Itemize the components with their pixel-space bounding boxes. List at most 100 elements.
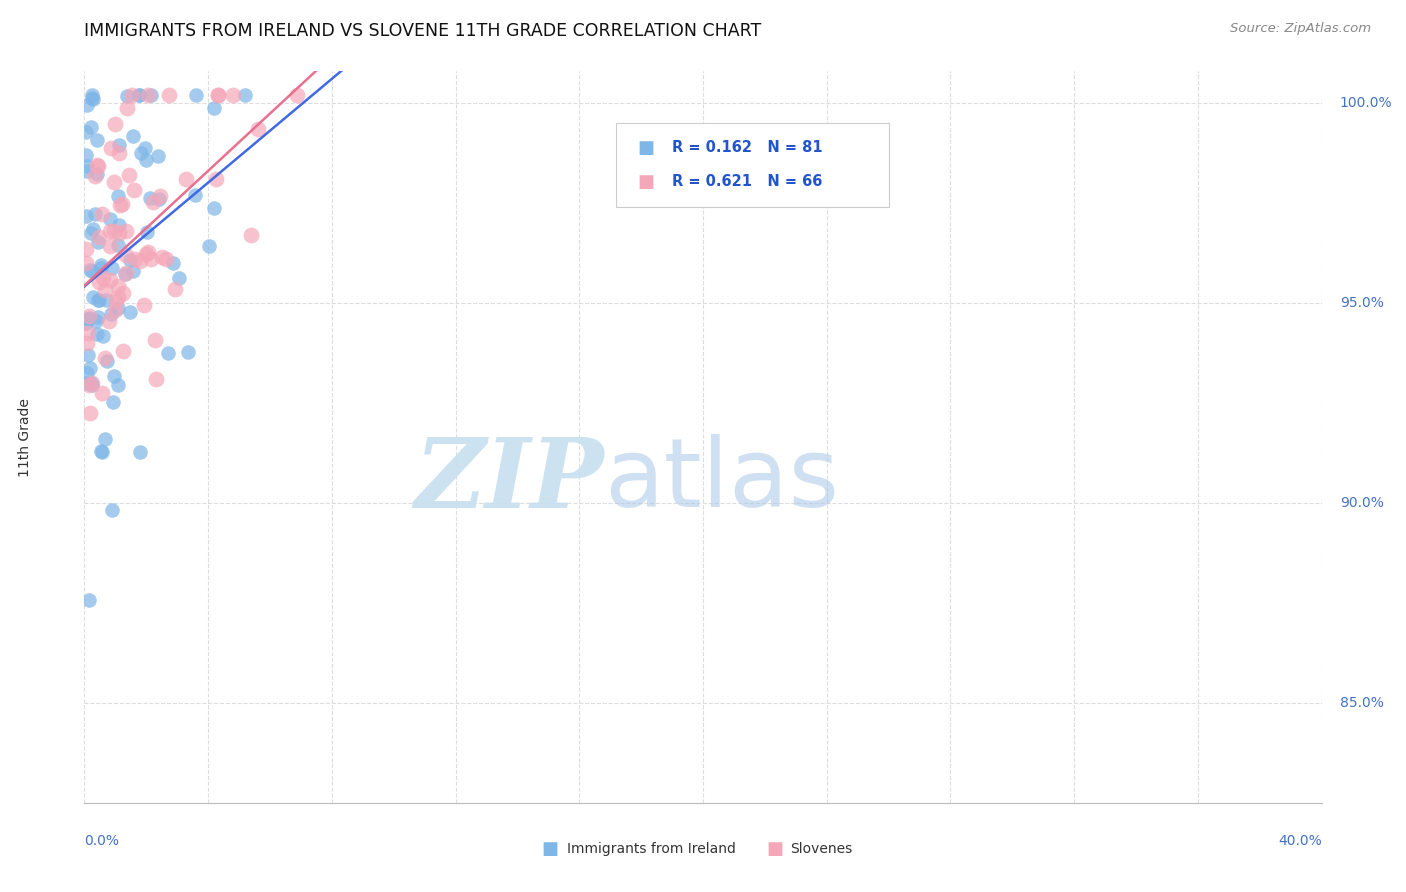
- Point: [145, 371, 167, 385]
- Point: [135, 247, 157, 261]
- Point: [103, 174, 125, 188]
- Point: [162, 256, 184, 270]
- Text: Immigrants from Ireland: Immigrants from Ireland: [567, 842, 735, 856]
- Point: [100, 503, 122, 517]
- Point: [155, 252, 177, 266]
- Point: [76, 164, 98, 178]
- Point: [139, 252, 162, 266]
- Point: [79, 360, 101, 375]
- Point: [107, 290, 129, 304]
- Point: [177, 344, 200, 359]
- Text: R = 0.621   N = 66: R = 0.621 N = 66: [672, 174, 823, 189]
- Point: [117, 101, 139, 115]
- Point: [112, 286, 135, 301]
- Point: [136, 225, 159, 239]
- Point: [246, 121, 269, 136]
- Text: 90.0%: 90.0%: [1340, 496, 1384, 510]
- Point: [80, 91, 103, 105]
- Point: [121, 88, 143, 103]
- Point: [167, 271, 190, 285]
- Point: [205, 172, 228, 186]
- Point: [84, 169, 107, 183]
- Point: [103, 368, 125, 383]
- Point: [139, 191, 162, 205]
- Point: [82, 290, 104, 304]
- Point: [163, 282, 186, 296]
- Text: ■: ■: [637, 172, 654, 191]
- Point: [107, 237, 129, 252]
- Point: [77, 378, 100, 392]
- Point: [233, 88, 256, 103]
- Point: [79, 120, 101, 134]
- Point: [100, 307, 122, 321]
- Point: [80, 226, 103, 240]
- Point: [87, 293, 110, 307]
- Text: ■: ■: [637, 139, 654, 157]
- Text: ZIP: ZIP: [415, 434, 605, 528]
- Point: [80, 377, 103, 392]
- Point: [90, 259, 112, 273]
- Point: [87, 159, 110, 173]
- Point: [174, 172, 197, 186]
- Point: [107, 188, 129, 202]
- Point: [100, 141, 122, 155]
- Point: [149, 188, 172, 202]
- Point: [117, 169, 139, 183]
- Text: 85.0%: 85.0%: [1340, 696, 1384, 710]
- Point: [124, 182, 146, 196]
- Text: atlas: atlas: [605, 434, 839, 527]
- Point: [87, 293, 110, 307]
- Point: [82, 376, 104, 390]
- Point: [79, 406, 101, 420]
- Point: [157, 88, 180, 103]
- Point: [128, 88, 150, 103]
- Point: [75, 242, 97, 256]
- Point: [184, 88, 207, 103]
- Point: [75, 125, 97, 139]
- Point: [98, 224, 121, 238]
- Point: [131, 146, 153, 161]
- Point: [108, 218, 131, 232]
- Text: 100.0%: 100.0%: [1340, 96, 1392, 111]
- Point: [136, 88, 159, 103]
- Point: [207, 88, 229, 103]
- Point: [129, 253, 152, 268]
- Point: [128, 445, 150, 459]
- Point: [107, 278, 129, 293]
- Point: [156, 346, 179, 360]
- Point: [77, 309, 100, 323]
- Point: [120, 253, 142, 268]
- Point: [114, 247, 136, 261]
- Point: [77, 326, 100, 340]
- Point: [240, 227, 263, 242]
- Point: [103, 224, 125, 238]
- Point: [142, 195, 165, 210]
- Point: [121, 128, 143, 143]
- Point: [101, 261, 124, 276]
- Point: [114, 267, 136, 281]
- Point: [207, 88, 229, 103]
- Point: [77, 311, 100, 326]
- Point: [75, 316, 97, 330]
- Point: [107, 301, 129, 315]
- Point: [75, 209, 97, 223]
- Point: [110, 198, 132, 212]
- Point: [84, 207, 107, 221]
- Point: [90, 260, 112, 275]
- Point: [82, 263, 104, 277]
- Point: [135, 153, 157, 167]
- Point: [94, 283, 117, 297]
- Point: [108, 146, 131, 161]
- Point: [76, 98, 98, 112]
- Point: [86, 327, 108, 342]
- Point: [132, 298, 155, 312]
- Point: [75, 147, 97, 161]
- Point: [87, 230, 110, 244]
- Text: ■: ■: [766, 840, 783, 858]
- Point: [90, 445, 112, 459]
- Point: [98, 273, 121, 287]
- Point: [96, 353, 118, 368]
- Point: [143, 333, 166, 347]
- Point: [107, 226, 129, 240]
- Point: [91, 271, 114, 285]
